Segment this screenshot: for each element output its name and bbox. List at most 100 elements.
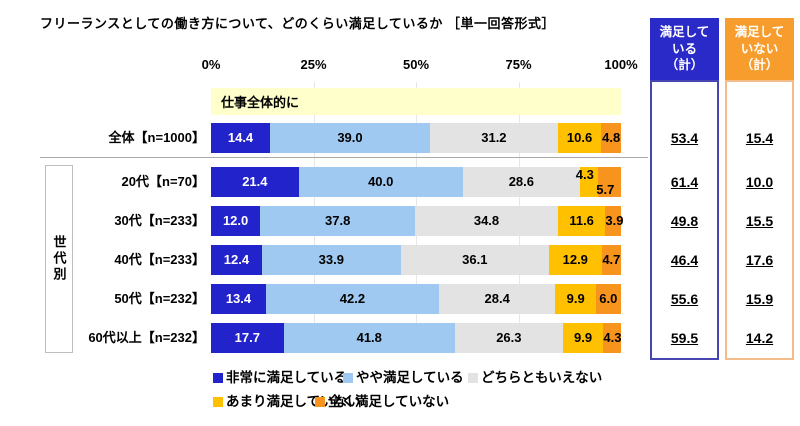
bar-segment: 12.4 bbox=[211, 245, 262, 275]
satisfied-total-column bbox=[650, 80, 719, 360]
bar-value-label: 17.7 bbox=[234, 330, 260, 345]
legend-item: 全く満足していない bbox=[315, 394, 449, 410]
stacked-bar: 13.4 42.2 28.4 9.9 6.0 bbox=[211, 284, 621, 314]
legend-marker-icon bbox=[213, 397, 223, 407]
dissatisfied-total-header: 満足して いない （計） bbox=[725, 18, 794, 80]
bar-segment: 6.0 bbox=[595, 284, 621, 314]
x-axis-tick: 25% bbox=[300, 57, 327, 72]
bar-segment: 37.8 bbox=[260, 206, 416, 236]
bar-value-label: 4.3 bbox=[575, 167, 594, 182]
bar-value-label: 36.1 bbox=[462, 252, 488, 267]
category-band: 仕事全体的に bbox=[211, 88, 621, 115]
bar-segment: 4.3 bbox=[576, 167, 598, 197]
bar-value-label: 28.4 bbox=[484, 291, 510, 306]
legend-label: 全く満足していない bbox=[328, 394, 450, 409]
satisfied-total-value: 55.6 bbox=[670, 291, 699, 307]
bar-segment: 42.2 bbox=[265, 284, 439, 314]
bar-segment: 33.9 bbox=[261, 245, 401, 275]
satisfied-total-value: 53.4 bbox=[670, 130, 699, 146]
group-label: 世代別 bbox=[51, 235, 67, 283]
row-label: 60代以上【n=232】 bbox=[88, 330, 205, 345]
bar-segment: 26.3 bbox=[454, 323, 563, 353]
bar-segment: 3.9 bbox=[605, 206, 624, 236]
bar-value-label: 3.9 bbox=[605, 213, 624, 228]
bar-segment: 41.8 bbox=[283, 323, 455, 353]
bar-segment: 9.9 bbox=[562, 323, 604, 353]
bar-value-label: 9.9 bbox=[566, 291, 585, 306]
chart-row: 30代【n=233】 12.0 37.8 34.8 11.6 3.9 bbox=[0, 206, 800, 236]
legend-item: 非常に満足している bbox=[213, 370, 347, 386]
bar-value-label: 10.6 bbox=[566, 130, 593, 145]
chart-row: 全体【n=1000】 14.4 39.0 31.2 10.6 4.8 bbox=[0, 123, 800, 153]
x-axis-tick: 100% bbox=[604, 57, 638, 72]
bar-value-label: 12.0 bbox=[222, 213, 249, 228]
bar-value-label: 6.0 bbox=[599, 291, 618, 306]
chart-row: 20代【n=70】 21.4 40.0 28.6 4.3 5.7 bbox=[0, 167, 800, 197]
category-band-label: 仕事全体的に bbox=[221, 95, 300, 110]
legend-label: あまり満足していない bbox=[226, 394, 361, 409]
legend-item: どちらともいえない bbox=[468, 370, 602, 386]
chart-title: フリーランスとしての働き方について、どのくらい満足しているか ［単一回答形式］ bbox=[40, 16, 556, 31]
bar-value-label: 33.9 bbox=[318, 252, 344, 267]
bar-value-label: 12.9 bbox=[562, 252, 588, 267]
group-label-box: 世代別 bbox=[45, 165, 73, 353]
bar-value-label: 4.8 bbox=[602, 130, 621, 145]
chart-row: 50代【n=232】 13.4 42.2 28.4 9.9 6.0 bbox=[0, 284, 800, 314]
dissatisfied-total-value: 15.4 bbox=[745, 130, 774, 146]
dissatisfied-total-value: 14.2 bbox=[745, 330, 774, 346]
stacked-bar: 14.4 39.0 31.2 10.6 4.8 bbox=[211, 123, 621, 153]
legend-item: やや満足している bbox=[343, 370, 464, 386]
row-label: 50代【n=232】 bbox=[114, 291, 205, 306]
dissatisfied-total-value: 15.9 bbox=[745, 291, 774, 307]
legend-marker-icon bbox=[468, 373, 478, 383]
row-label: 20代【n=70】 bbox=[121, 174, 205, 189]
bar-value-label: 21.4 bbox=[242, 174, 268, 189]
satisfied-total-value: 61.4 bbox=[670, 174, 699, 190]
bar-value-label: 40.0 bbox=[368, 174, 394, 189]
bar-value-label: 4.3 bbox=[603, 330, 622, 345]
bar-segment: 14.4 bbox=[211, 123, 271, 153]
stacked-bar: 12.0 37.8 34.8 11.6 3.9 bbox=[211, 206, 624, 236]
legend-label: どちらともいえない bbox=[481, 370, 603, 385]
satisfied-total-value: 59.5 bbox=[670, 330, 699, 346]
legend-label: 非常に満足している bbox=[226, 370, 348, 385]
stacked-bar: 12.4 33.9 36.1 12.9 4.7 bbox=[211, 245, 621, 275]
bar-segment: 40.0 bbox=[298, 167, 463, 197]
dissatisfied-total-column bbox=[725, 80, 794, 360]
bar-value-label: 39.0 bbox=[337, 130, 363, 145]
x-axis-tick: 50% bbox=[402, 57, 430, 72]
bar-value-label: 37.8 bbox=[325, 213, 351, 228]
bar-segment: 5.7 bbox=[596, 167, 621, 197]
dissatisfied-total-value: 10.0 bbox=[745, 174, 774, 190]
satisfied-total-value: 46.4 bbox=[670, 252, 699, 268]
row-label: 全体【n=1000】 bbox=[108, 130, 205, 145]
legend-label: やや満足している bbox=[356, 370, 464, 385]
bar-value-label: 34.8 bbox=[473, 213, 500, 228]
bar-segment: 17.7 bbox=[211, 323, 284, 353]
bar-value-label: 4.7 bbox=[602, 252, 621, 267]
x-axis-tick: 75% bbox=[505, 57, 532, 72]
dissatisfied-total-value: 17.6 bbox=[745, 252, 774, 268]
chart-row: 60代以上【n=232】 17.7 41.8 26.3 9.9 4.3 bbox=[0, 323, 800, 353]
legend-item: あまり満足していない bbox=[213, 394, 361, 410]
bar-segment: 39.0 bbox=[270, 123, 430, 153]
bar-segment: 9.9 bbox=[555, 284, 596, 314]
bar-value-label: 31.2 bbox=[481, 130, 507, 145]
bar-segment: 34.8 bbox=[415, 206, 558, 236]
legend-marker-icon bbox=[343, 373, 353, 383]
bar-segment: 12.0 bbox=[211, 206, 261, 236]
bar-segment: 28.6 bbox=[462, 167, 580, 197]
legend-marker-icon bbox=[315, 397, 325, 407]
legend-marker-icon bbox=[213, 373, 223, 383]
satisfied-total-header: 満足して いる （計） bbox=[650, 18, 719, 80]
bar-value-label: 41.8 bbox=[356, 330, 382, 345]
bar-value-label: 26.3 bbox=[496, 330, 522, 345]
bar-segment: 13.4 bbox=[211, 284, 266, 314]
bar-value-label: 5.7 bbox=[596, 182, 615, 197]
bar-value-label: 13.4 bbox=[225, 291, 252, 306]
bar-value-label: 9.9 bbox=[574, 330, 593, 345]
dissatisfied-total-value: 15.5 bbox=[745, 213, 774, 229]
bar-value-label: 42.2 bbox=[339, 291, 366, 306]
bar-segment: 36.1 bbox=[400, 245, 549, 275]
